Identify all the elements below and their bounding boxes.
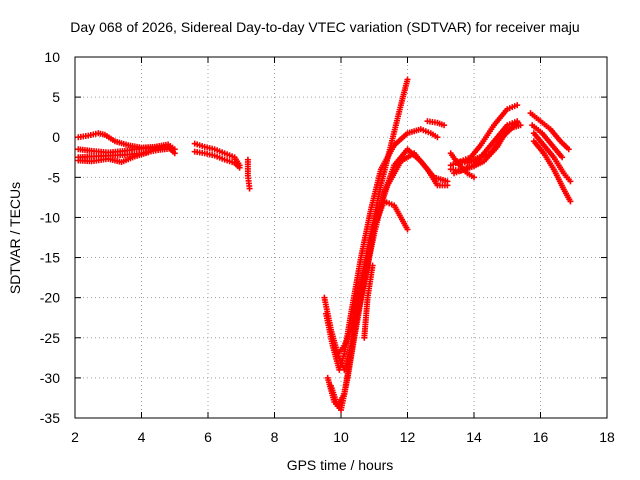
x-tick-label: 16 — [533, 429, 549, 445]
data-point — [404, 76, 411, 83]
y-tick-label: 0 — [52, 129, 60, 145]
data-point — [567, 198, 574, 205]
data-point — [514, 119, 521, 126]
x-tick-label: 2 — [71, 429, 79, 445]
y-tick-label: -30 — [40, 370, 60, 386]
data-point — [171, 150, 178, 157]
data-point — [471, 174, 477, 181]
y-tick-label: 5 — [52, 89, 60, 105]
data-points — [75, 76, 574, 413]
y-tick-label: -35 — [40, 410, 60, 426]
y-tick-label: 10 — [44, 49, 60, 65]
y-tick-label: -10 — [40, 209, 60, 225]
data-point — [567, 178, 574, 185]
data-point — [444, 182, 451, 189]
y-tick-label: -25 — [40, 330, 60, 346]
x-tick-label: 6 — [204, 429, 212, 445]
data-point — [168, 145, 175, 152]
data-point — [434, 134, 441, 141]
x-axis-label: GPS time / hours — [287, 457, 394, 473]
chart-title: Day 068 of 2026, Sidereal Day-to-day VTE… — [70, 19, 579, 35]
y-axis-label: SDTVAR / TECUs — [7, 182, 23, 294]
data-point — [404, 226, 411, 233]
data-point — [441, 122, 448, 129]
data-point — [246, 185, 253, 192]
y-tick-label: -20 — [40, 290, 60, 306]
plot-frame — [74, 56, 608, 419]
x-tick-label: 10 — [333, 429, 349, 445]
x-tick-label: 4 — [138, 429, 146, 445]
data-point — [145, 149, 152, 156]
x-tick-label: 14 — [466, 429, 482, 445]
x-tick-label: 18 — [599, 429, 615, 445]
data-point — [559, 154, 566, 161]
x-tick-label: 8 — [271, 429, 279, 445]
data-point — [236, 164, 243, 171]
data-point — [514, 102, 521, 109]
y-tick-label: -15 — [40, 250, 60, 266]
data-point — [517, 122, 524, 129]
grid — [75, 57, 607, 418]
x-tick-label: 12 — [400, 429, 416, 445]
y-tick-label: -5 — [48, 169, 61, 185]
data-point — [565, 146, 572, 153]
axes: 2 4 6 8 10 12 14 16 18 10 5 0 -5 -10 -15 -20 -25 -30 -35 — [40, 49, 615, 445]
data-point — [369, 262, 376, 269]
